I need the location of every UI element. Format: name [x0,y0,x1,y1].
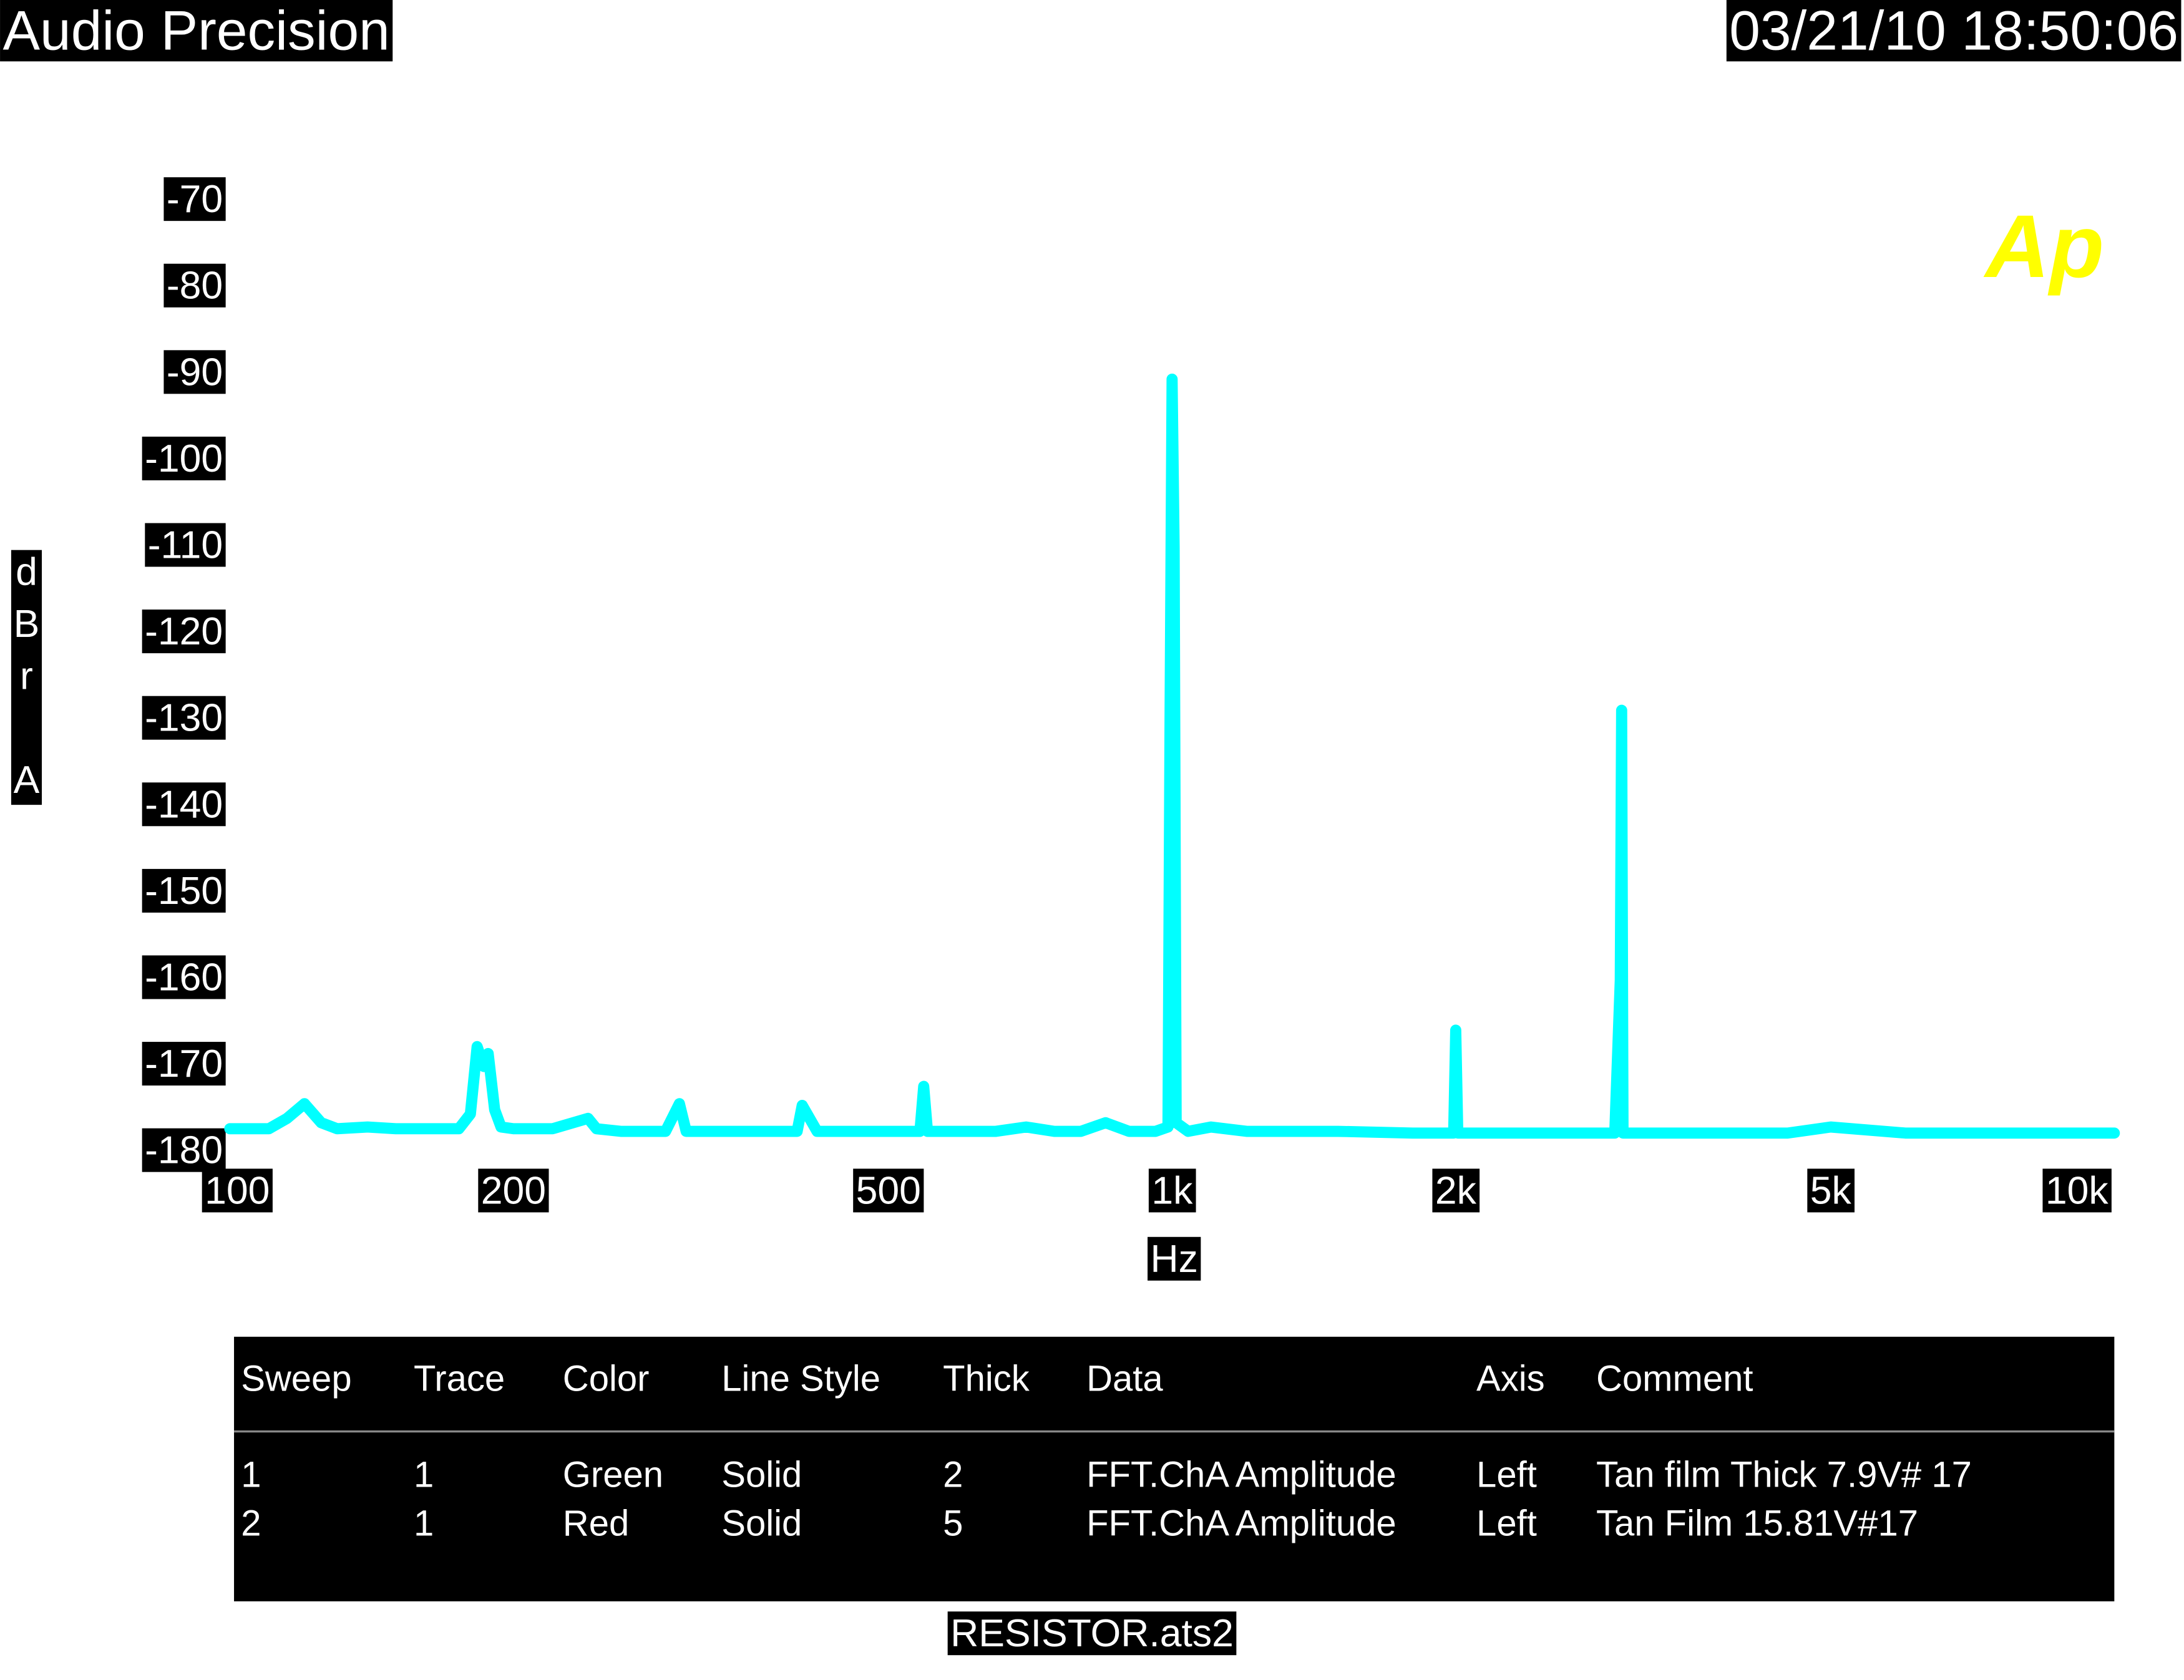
label-box [202,1168,273,1213]
table-cell: Left [1476,1455,1537,1495]
table-header: Comment [1596,1359,1753,1399]
x-tick-label: 200 [481,1168,546,1212]
x-tick-label: 2k [1435,1168,1477,1212]
label-box [142,436,226,480]
table-cell: 1 [241,1455,261,1495]
y-tick-label: -150 [145,869,223,913]
x-tick-label: 5k [1810,1168,1852,1212]
table-cell: 2 [943,1455,963,1495]
table-cell: Left [1476,1503,1537,1544]
table-cell: FFT.ChA Amplitude [1086,1455,1397,1495]
label-box [1148,1168,1196,1213]
table-cell: Tan film Thick 7.9V# 17 [1596,1455,1972,1495]
y-tick-label: -80 [167,264,223,308]
y-tick-label: -180 [145,1129,223,1172]
y-tick-label: -110 [148,523,223,567]
table-header: Axis [1476,1359,1545,1399]
table-header: Color [563,1359,650,1399]
table-cell: Solid [721,1503,802,1544]
brand: Audio Precision [3,0,390,61]
table-cell: 2 [241,1503,261,1544]
label-box [163,350,226,394]
file-name: RESISTOR.ats2 [950,1611,1234,1655]
y-tick-label: -160 [145,955,223,999]
label-box [142,782,226,827]
y-tick-label: -100 [145,437,223,480]
y-tick-label: -140 [145,782,223,826]
label-box [1432,1168,1480,1213]
table-cell: Solid [721,1455,802,1495]
label-box [1726,0,2182,62]
table-header: Sweep [241,1359,351,1399]
x-tick-label: 100 [205,1168,270,1212]
x-tick-label: 1k [1151,1168,1193,1212]
label-box [853,1168,924,1213]
table-cell: Red [563,1503,629,1544]
y-tick-label: -120 [145,609,223,653]
table-cell: FFT.ChA Amplitude [1086,1503,1397,1544]
table-cell: Tan Film 15.81V#17 [1596,1503,1918,1544]
table-cell: 1 [414,1455,434,1495]
label-box [142,955,226,999]
y-axis-label: dBr A [4,550,48,810]
y-tick-label: -90 [167,350,223,394]
x-tick-label: 500 [856,1168,921,1212]
label-box [947,1611,1237,1656]
label-box [163,263,226,308]
x-axis-label: Hz [1151,1237,1198,1281]
y-tick-label: -70 [167,177,223,221]
table-header: Data [1086,1359,1163,1399]
y-tick-label: -170 [145,1042,223,1085]
table-cell: Green [563,1455,663,1495]
table-cell: 1 [414,1503,434,1544]
label-box [142,696,226,740]
label-box [142,868,226,913]
table-header: Trace [414,1359,505,1399]
table-header: Thick [943,1359,1030,1399]
label-box [1807,1168,1855,1213]
label-box [142,609,226,654]
label-box [478,1168,549,1213]
y-tick-label: -130 [145,696,223,740]
logo: Ap [1984,197,2104,296]
label-box [1148,1236,1201,1281]
table-header: Line Style [721,1359,880,1399]
label-box [142,1042,226,1086]
timestamp: 03/21/10 18:50:06 [1729,0,2178,61]
trace [224,373,2120,1139]
label-box [163,177,226,221]
label-box [142,1128,226,1172]
label-box [145,523,226,567]
label-box [0,0,393,62]
label-box [2042,1168,2112,1213]
legend-table [234,1336,2115,1601]
y-axis-label-box [11,550,42,805]
x-tick-label: 10k [2045,1168,2109,1212]
table-cell: 5 [943,1503,963,1544]
